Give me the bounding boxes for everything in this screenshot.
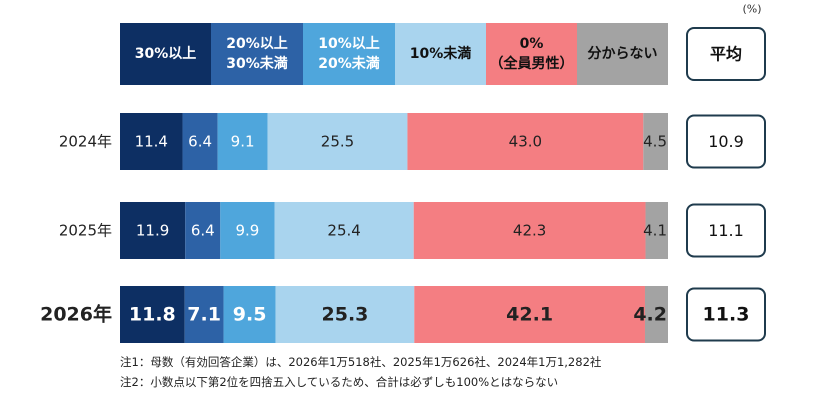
legend-label-6-line-1: 分からない bbox=[588, 46, 658, 62]
bar-2-seg-6 bbox=[645, 202, 668, 259]
footnote-1: 注1：母数（有効回答企業）は、2026年1万518社、2025年1万626社、2… bbox=[120, 355, 602, 369]
value-label-2-1: 11.9 bbox=[136, 222, 169, 240]
value-label-3-3: 9.5 bbox=[233, 304, 267, 326]
average-box-2 bbox=[686, 203, 766, 258]
average-header: 平均 bbox=[710, 45, 742, 64]
value-label-2-5: 42.3 bbox=[513, 222, 546, 240]
footnotes: 注1：母数（有効回答企業）は、2026年1万518社、2025年1万626社、2… bbox=[120, 352, 601, 392]
bar-2-seg-2 bbox=[185, 202, 221, 259]
bar-3-seg-4 bbox=[275, 286, 415, 343]
legend-swatch-5 bbox=[486, 23, 577, 85]
bar-1-seg-4 bbox=[267, 113, 408, 170]
legend-swatch-1 bbox=[120, 23, 211, 85]
value-label-3-1: 11.8 bbox=[129, 304, 176, 326]
value-label-3-5: 42.1 bbox=[506, 304, 553, 326]
legend-label-2-line-1: 20%以上 bbox=[226, 36, 288, 52]
value-label-2-3: 9.9 bbox=[235, 222, 259, 240]
legend-swatch-3 bbox=[303, 23, 395, 85]
legend-swatch-6 bbox=[577, 23, 668, 85]
legend-label-4-line-1: 10%未満 bbox=[410, 45, 472, 62]
category-label-2: 2025年 bbox=[59, 222, 112, 240]
average-value-3: 11.3 bbox=[703, 304, 750, 326]
value-label-2-4: 25.4 bbox=[327, 222, 360, 240]
bar-1-seg-5 bbox=[407, 113, 644, 170]
bar-1-seg-6 bbox=[643, 113, 668, 170]
bar-3-seg-1 bbox=[120, 286, 185, 343]
bar-3-seg-3 bbox=[223, 286, 276, 343]
bar-2-seg-5 bbox=[413, 202, 646, 259]
category-label-3: 2026年 bbox=[40, 303, 112, 326]
value-label-1-2: 6.4 bbox=[188, 133, 212, 151]
bar-3-seg-5 bbox=[414, 286, 645, 343]
average-value-1: 10.9 bbox=[708, 132, 744, 151]
legend-label-3-line-1: 10%以上 bbox=[318, 36, 380, 52]
average-value-2: 11.1 bbox=[708, 221, 744, 240]
value-label-1-4: 25.5 bbox=[321, 133, 354, 151]
footnote-2: 注2：小数点以下第2位を四捨五入しているため、合計は必ずしも100%とはならない bbox=[120, 375, 559, 389]
legend-label-5-line-1: 0% bbox=[520, 36, 544, 52]
value-label-1-1: 11.4 bbox=[135, 133, 168, 151]
bar-2-seg-3 bbox=[220, 202, 275, 259]
average-header-box bbox=[686, 27, 766, 81]
value-label-2-2: 6.4 bbox=[191, 222, 215, 240]
unit-label: (%) bbox=[742, 3, 761, 16]
category-label-1: 2024年 bbox=[59, 133, 112, 151]
average-box-1 bbox=[686, 114, 766, 169]
average-box-3 bbox=[686, 287, 766, 342]
value-label-1-3: 9.1 bbox=[231, 133, 255, 151]
legend-label-3-line-2: 20%未満 bbox=[318, 55, 380, 72]
bar-3-seg-2 bbox=[184, 286, 224, 343]
legend-swatch-4 bbox=[395, 23, 486, 85]
legend-swatch-2 bbox=[211, 23, 303, 85]
bar-1-seg-3 bbox=[217, 113, 268, 170]
bar-1-seg-2 bbox=[182, 113, 218, 170]
value-label-2-6: 4.1 bbox=[643, 222, 667, 240]
bar-2-seg-1 bbox=[120, 202, 186, 259]
legend-label-2-line-2: 30%未満 bbox=[226, 55, 288, 72]
bar-2-seg-4 bbox=[274, 202, 414, 259]
value-label-1-6: 4.5 bbox=[643, 133, 667, 151]
value-label-1-5: 43.0 bbox=[509, 133, 542, 151]
legend-label-1-line-1: 30%以上 bbox=[135, 46, 197, 62]
value-label-3-6: 4.2 bbox=[633, 304, 667, 326]
bar-1-seg-1 bbox=[120, 113, 183, 170]
value-label-3-2: 7.1 bbox=[187, 304, 221, 326]
legend-label-5-line-2: （全員男性） bbox=[490, 55, 574, 72]
value-label-3-4: 25.3 bbox=[322, 304, 369, 326]
bar-3-seg-6 bbox=[644, 286, 668, 343]
